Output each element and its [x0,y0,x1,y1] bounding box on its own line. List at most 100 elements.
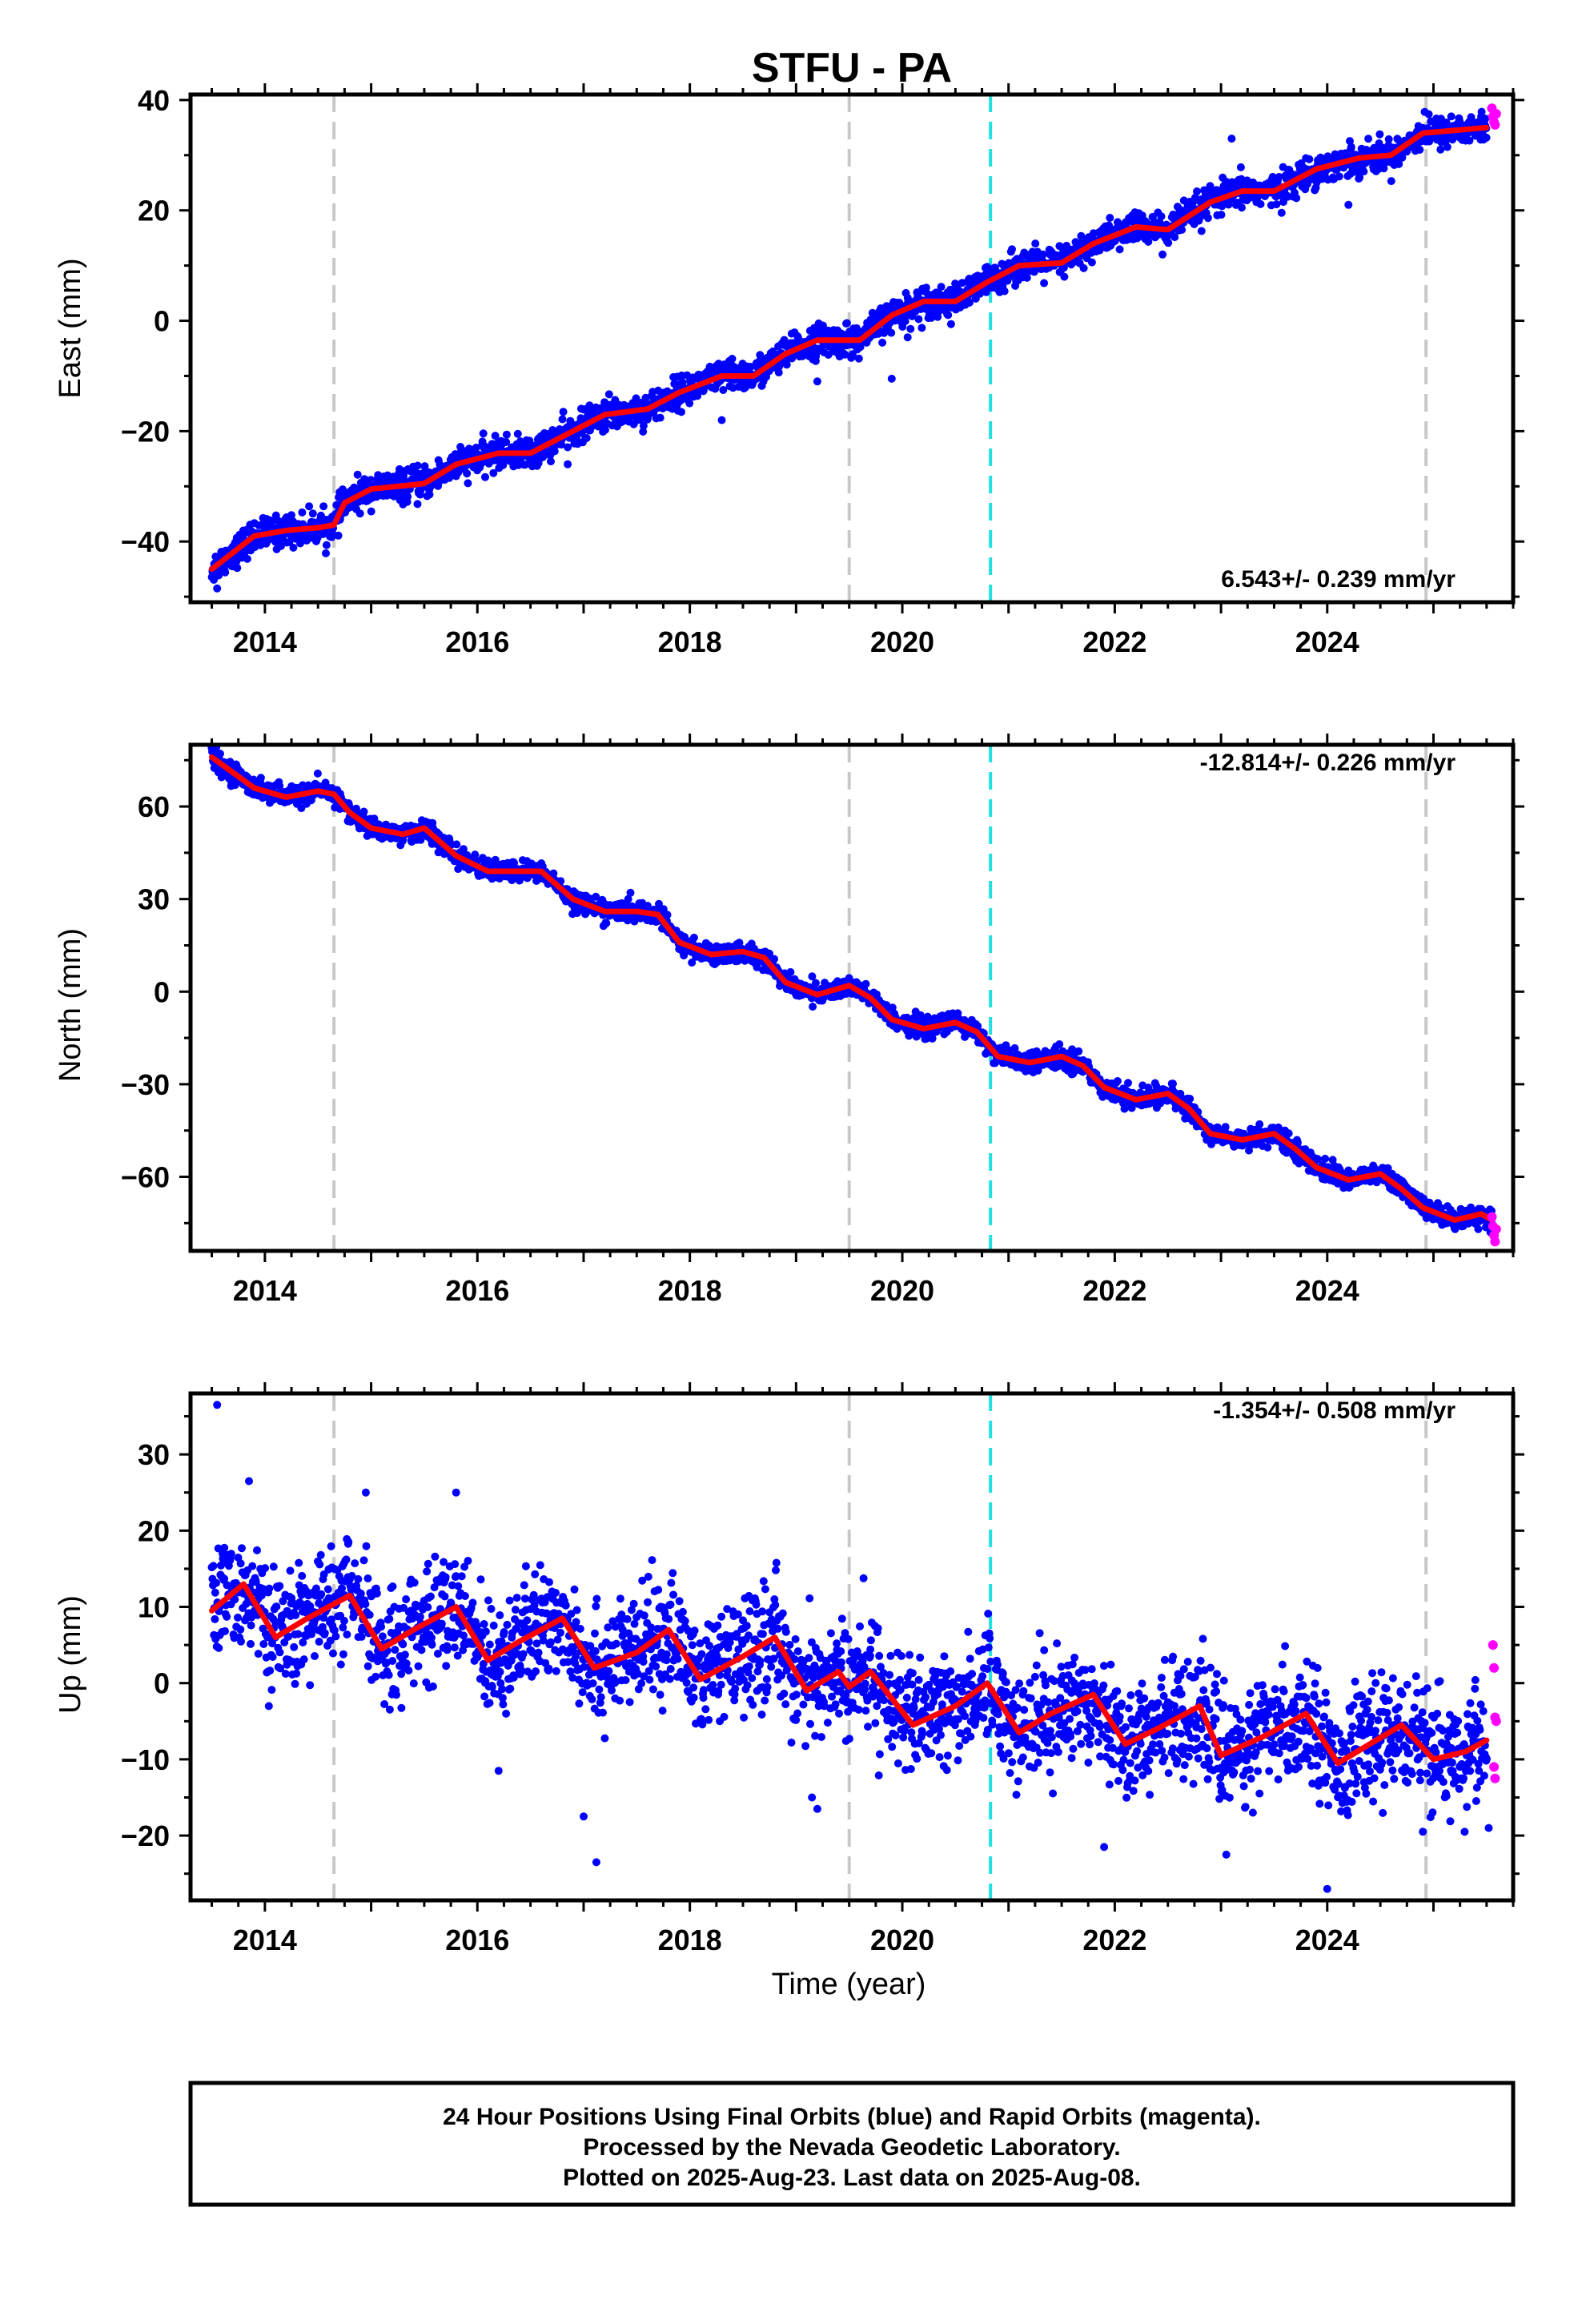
north-y-axis-label: North (mm) [54,928,87,1082]
east-y-tick-label: 0 [154,305,170,338]
east-position-point [1415,146,1424,154]
east-rate-label: 6.543+/- 0.239 mm/yr [1221,566,1456,593]
north-position-point [1010,1043,1019,1052]
east-position-point [944,311,953,320]
north-position-point [922,1035,931,1043]
east-position-point [502,430,511,439]
east-position-point [1038,250,1047,259]
north-position-point [808,972,817,981]
east-position-point [233,564,242,573]
north-position-point [459,845,468,854]
east-y-tick-label: 40 [138,84,170,117]
east-position-point [296,539,304,548]
east-position-point [558,415,567,424]
east-position-point [1087,258,1096,267]
east-position-point [1335,172,1343,181]
east-position-point [1447,112,1456,121]
north-position-point [249,775,258,784]
east-position-point [934,312,942,321]
north-position-point [1255,1120,1264,1128]
east-position-point [937,283,946,292]
east-position-point [1022,273,1031,282]
east-outlier-point [1158,250,1167,259]
east-position-point [1067,260,1076,269]
north-position-point [626,888,635,897]
east-position-point [1236,163,1245,171]
east-position-point [719,386,728,394]
north-position-point [416,835,425,844]
east-position-point [1008,245,1016,254]
east-position-point [841,350,849,359]
east-position-point [413,500,422,509]
north-position-point [313,769,322,778]
north-position-point [549,869,558,878]
east-panel: East (mm) 6.543+/- 0.239 mm/yr −40−20020… [54,83,1524,658]
east-position-point [965,298,974,307]
east-position-point [906,324,915,333]
east-position-point [685,399,694,408]
east-rapid-positions [1487,103,1501,130]
east-position-point [416,486,425,495]
east-position-point [1443,143,1452,151]
east-position-point [513,429,522,438]
north-position-point [491,855,500,864]
east-outlier-point [903,333,912,342]
east-position-point [1106,214,1114,222]
east-position-point [1203,214,1212,223]
north-position-point [655,899,663,908]
east-rapid-point [1491,109,1501,119]
north-position-point [1293,1138,1302,1147]
east-position-point [367,507,375,516]
north-position-point [663,911,672,919]
east-position-point [1157,212,1166,221]
east-position-point [585,401,594,410]
east-position-point [677,408,685,416]
north-event-lines [332,745,1428,1251]
east-plot-frame [188,92,1516,605]
north-position-point [454,865,463,874]
east-position-point [287,511,295,520]
east-position-point [958,279,966,287]
north-position-point [1221,1123,1230,1132]
north-position-point [786,967,795,976]
east-position-point [564,443,572,452]
east-position-point [1292,194,1301,203]
east-position-point [854,354,863,363]
east-position-point [276,541,285,550]
east-position-point [1060,272,1069,281]
east-position-point [1482,133,1491,142]
north-position-point [1113,1077,1122,1085]
east-position-point [1387,177,1395,186]
east-y-tick-label: 20 [138,195,170,227]
east-position-point [1275,173,1283,181]
east-position-point [1031,239,1040,248]
north-position-point [811,979,820,987]
east-position-point [479,429,488,438]
east-y-axis-label: East (mm) [54,258,87,398]
east-position-point [499,460,508,469]
east-position-point [818,321,827,330]
north-position-point [1186,1095,1195,1103]
east-position-point [353,470,362,479]
east-position-point [305,502,314,511]
east-position-point [355,509,364,518]
east-position-point [547,457,555,466]
north-position-point [1284,1129,1293,1138]
east-position-point [550,447,559,456]
north-position-point [1068,1045,1077,1054]
east-position-point [1364,135,1373,143]
east-outlier-point [213,584,222,593]
north-position-point [370,814,379,823]
east-position-point [1144,237,1153,246]
east-position-point [491,432,500,440]
north-position-point [809,1003,817,1011]
east-position-point [322,549,330,557]
east-position-point [1175,205,1184,214]
east-position-point [639,428,648,436]
north-position-point [733,956,742,965]
east-position-point [887,328,896,337]
east-x-tick-label: 2018 [658,625,722,658]
east-position-point [774,368,783,377]
east-position-point [1217,211,1226,219]
